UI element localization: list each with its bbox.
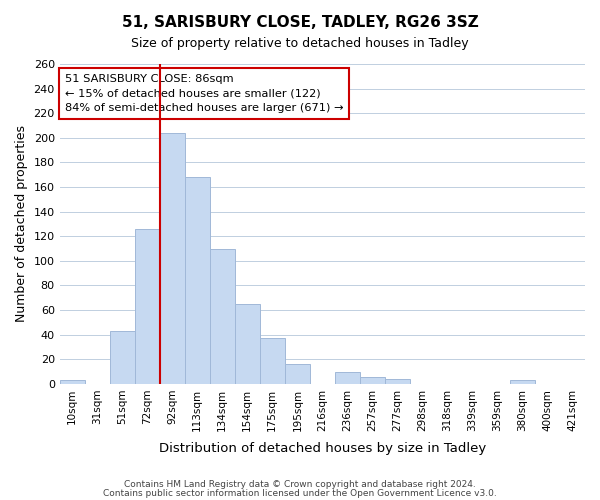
Bar — [185, 177, 210, 384]
Bar — [260, 338, 285, 384]
Bar — [285, 364, 310, 384]
Text: Size of property relative to detached houses in Tadley: Size of property relative to detached ho… — [131, 38, 469, 51]
Bar — [210, 248, 235, 384]
Text: Contains HM Land Registry data © Crown copyright and database right 2024.: Contains HM Land Registry data © Crown c… — [124, 480, 476, 489]
Bar — [335, 372, 360, 384]
Bar — [360, 376, 385, 384]
Bar — [59, 380, 85, 384]
Text: 51, SARISBURY CLOSE, TADLEY, RG26 3SZ: 51, SARISBURY CLOSE, TADLEY, RG26 3SZ — [122, 15, 478, 30]
Bar — [385, 379, 410, 384]
Text: 51 SARISBURY CLOSE: 86sqm
← 15% of detached houses are smaller (122)
84% of semi: 51 SARISBURY CLOSE: 86sqm ← 15% of detac… — [65, 74, 343, 113]
X-axis label: Distribution of detached houses by size in Tadley: Distribution of detached houses by size … — [159, 442, 486, 455]
Bar — [510, 380, 535, 384]
Bar — [135, 229, 160, 384]
Text: Contains public sector information licensed under the Open Government Licence v3: Contains public sector information licen… — [103, 488, 497, 498]
Y-axis label: Number of detached properties: Number of detached properties — [15, 126, 28, 322]
Bar — [110, 331, 135, 384]
Bar — [235, 304, 260, 384]
Bar — [160, 133, 185, 384]
